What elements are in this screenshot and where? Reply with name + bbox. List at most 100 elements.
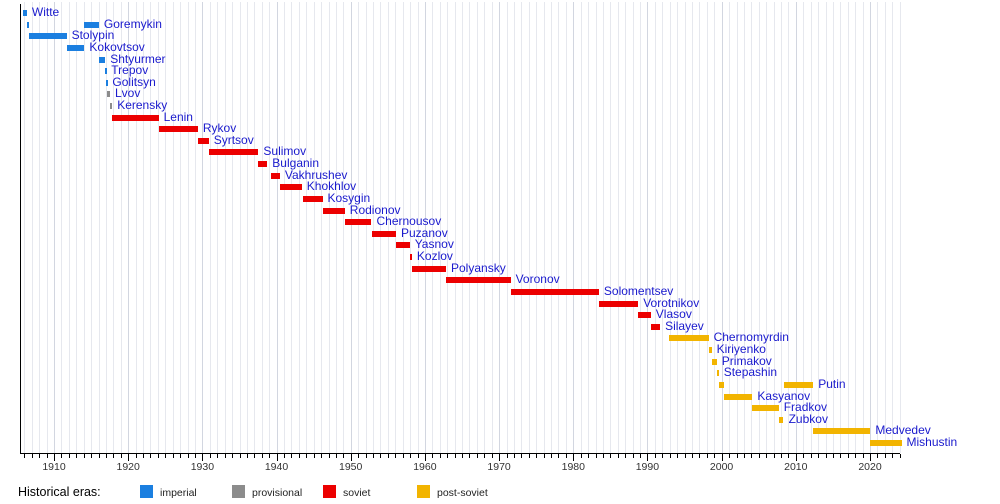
gridline bbox=[491, 2, 493, 453]
gridline bbox=[773, 2, 775, 453]
axis-tick bbox=[736, 454, 738, 458]
gridline bbox=[39, 2, 41, 453]
gridline bbox=[662, 2, 664, 453]
axis-tick bbox=[491, 454, 493, 458]
term-bar bbox=[158, 126, 198, 133]
person-label: Stepashin bbox=[723, 365, 778, 380]
gridline bbox=[284, 2, 285, 453]
axis-tick bbox=[558, 454, 560, 458]
axis-tick bbox=[194, 454, 196, 458]
axis-tick bbox=[298, 454, 300, 458]
axis-tick bbox=[877, 454, 879, 458]
person-label: Polyansky bbox=[451, 260, 506, 275]
axis-tick bbox=[810, 454, 812, 458]
person-label: Voronov bbox=[515, 272, 560, 287]
gridline bbox=[246, 2, 248, 453]
axis-tick bbox=[721, 454, 723, 461]
person-label: Khokhlov bbox=[306, 179, 357, 194]
axis-tick bbox=[276, 454, 278, 461]
axis-tick bbox=[180, 454, 182, 458]
person-label: Chernomyrdin bbox=[713, 330, 789, 345]
axis-tick-label: 1930 bbox=[190, 461, 215, 473]
gridline bbox=[83, 2, 85, 453]
axis-tick bbox=[773, 454, 775, 458]
x-axis-line bbox=[20, 453, 900, 454]
axis-tick bbox=[373, 454, 374, 458]
person-label: Rykov bbox=[202, 121, 237, 136]
axis-tick bbox=[847, 454, 849, 458]
axis-tick bbox=[150, 454, 152, 458]
person-label: Zubkov bbox=[788, 411, 828, 426]
gridline bbox=[766, 2, 768, 453]
gridline bbox=[261, 2, 263, 453]
term-bar bbox=[669, 335, 709, 342]
term-bar bbox=[104, 68, 107, 75]
term-bar bbox=[26, 21, 30, 28]
person-label: Golitsyn bbox=[112, 74, 156, 89]
axis-tick bbox=[410, 454, 412, 458]
axis-tick bbox=[350, 454, 352, 461]
y-axis-line bbox=[20, 4, 21, 453]
term-bar bbox=[270, 172, 280, 179]
gridline bbox=[209, 2, 211, 453]
gridline bbox=[580, 2, 582, 453]
axis-tick bbox=[573, 454, 575, 461]
axis-tick bbox=[261, 454, 263, 458]
gridline bbox=[654, 2, 656, 453]
gridline bbox=[528, 2, 530, 453]
gridline bbox=[751, 2, 753, 453]
term-bar bbox=[258, 161, 268, 168]
person-label: Primakov bbox=[721, 353, 772, 368]
gridline bbox=[447, 2, 449, 453]
person-label: Rodionov bbox=[349, 202, 401, 217]
axis-tick bbox=[202, 454, 204, 461]
axis-tick bbox=[684, 454, 686, 458]
axis-tick bbox=[899, 454, 901, 458]
axis-tick bbox=[24, 454, 26, 458]
axis-tick bbox=[165, 454, 167, 458]
axis-tick bbox=[855, 454, 857, 458]
gridline bbox=[788, 2, 790, 453]
gridline bbox=[46, 2, 48, 453]
gridline bbox=[91, 2, 93, 453]
term-bar bbox=[712, 358, 717, 365]
axis-tick bbox=[758, 454, 760, 458]
axis-tick bbox=[128, 454, 130, 461]
legend-label-imperial: imperial bbox=[160, 487, 197, 499]
gridline bbox=[254, 2, 256, 453]
term-bar bbox=[110, 103, 113, 109]
person-label: Kerensky bbox=[117, 98, 168, 112]
gridline bbox=[729, 2, 730, 453]
gridline bbox=[157, 2, 159, 453]
person-label: Lenin bbox=[163, 109, 193, 124]
gridline bbox=[602, 2, 604, 453]
term-bar bbox=[724, 393, 753, 400]
axis-tick bbox=[884, 454, 886, 458]
person-label: Kokovtsov bbox=[89, 39, 145, 54]
axis-tick bbox=[892, 454, 894, 458]
person-label: Kozlov bbox=[416, 249, 453, 263]
gridline bbox=[165, 2, 167, 453]
gridline bbox=[781, 2, 782, 453]
gridline bbox=[380, 2, 382, 453]
term-bar bbox=[598, 300, 639, 307]
gridline bbox=[543, 2, 545, 453]
axis-tick bbox=[781, 454, 782, 458]
gridline bbox=[187, 2, 189, 453]
gridline bbox=[862, 2, 864, 453]
axis-tick-label: 1920 bbox=[116, 461, 140, 473]
axis-tick bbox=[521, 454, 523, 458]
term-bar bbox=[344, 219, 372, 226]
axis-tick bbox=[862, 454, 864, 458]
legend-label-provisional: provisional bbox=[252, 487, 303, 499]
gridline bbox=[291, 2, 293, 453]
person-label: Bulganin bbox=[272, 156, 320, 171]
gridline bbox=[840, 2, 842, 453]
axis-tick bbox=[246, 454, 248, 458]
person-label: Medvedev bbox=[875, 423, 931, 438]
gridline bbox=[669, 2, 671, 453]
axis-tick bbox=[662, 454, 664, 458]
person-label: Trepov bbox=[111, 63, 149, 78]
term-bar bbox=[106, 79, 109, 86]
axis-tick bbox=[669, 454, 671, 458]
